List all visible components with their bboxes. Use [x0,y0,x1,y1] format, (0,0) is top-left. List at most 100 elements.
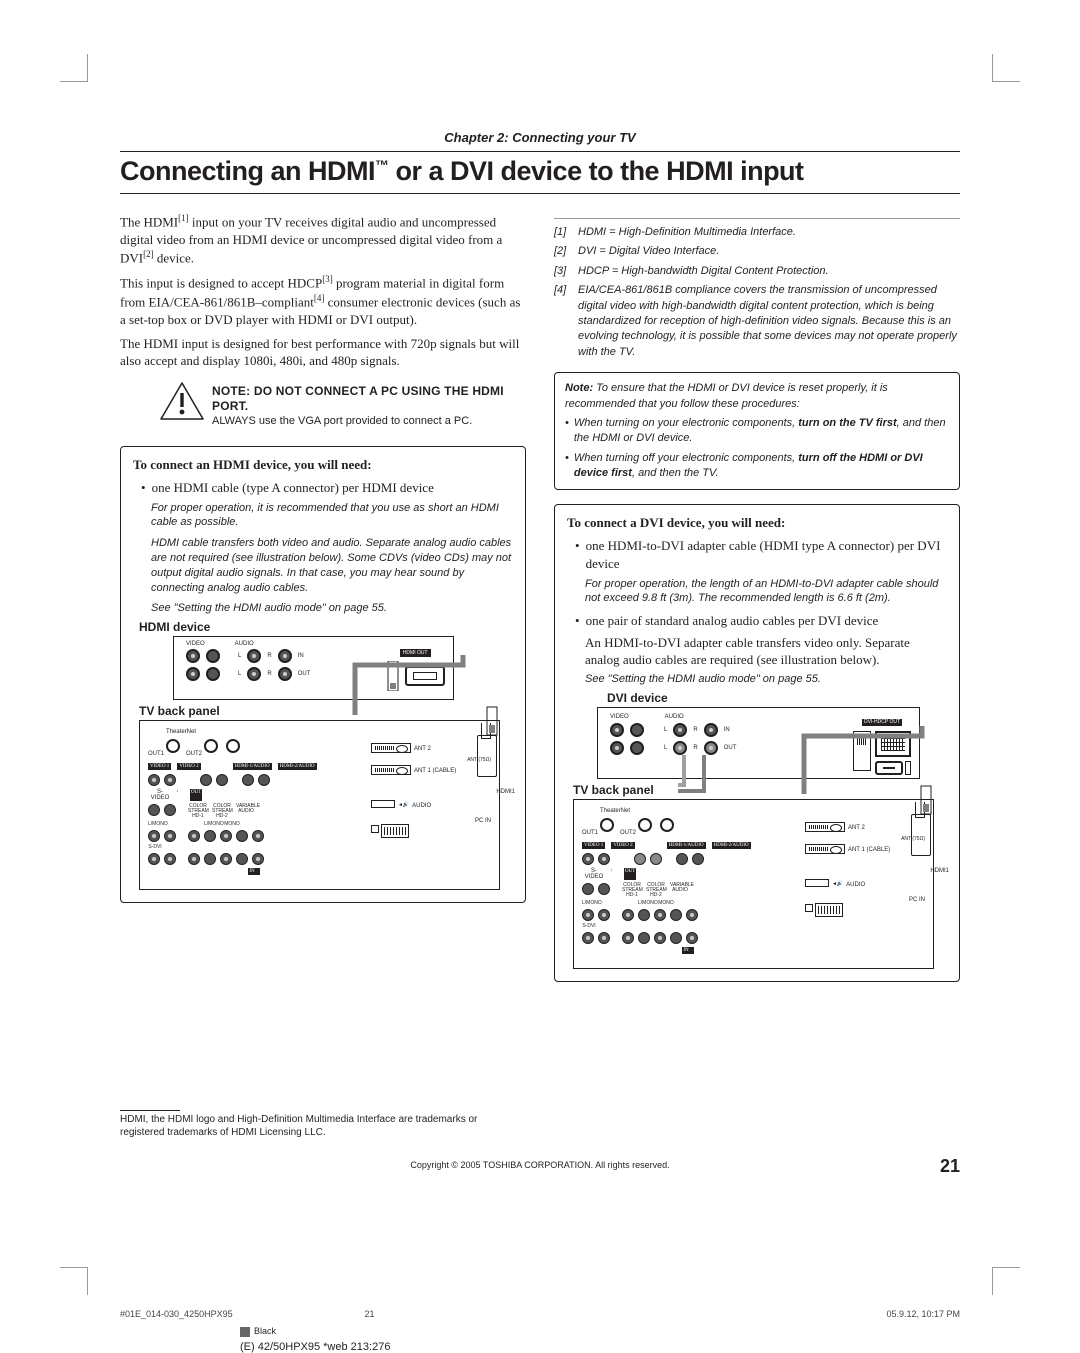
ant-slot [805,844,845,854]
rca-port-audio [704,741,718,755]
ant-slot [371,743,411,753]
warning-sub: ALWAYS use the VGA port provided to conn… [212,414,526,428]
rca-port [686,909,698,921]
rca-port [148,830,160,842]
rca-port [654,909,666,921]
rca-port [220,853,232,865]
rca-port [630,741,644,755]
crop-mark [992,1267,1020,1295]
rca-port [164,853,176,865]
rca-port [216,774,228,786]
rca-port [164,804,176,816]
rca-port [204,830,216,842]
hdmi-cable-line [345,655,475,721]
rca-port-audio [650,853,662,865]
rca-port [148,774,160,786]
rca-port [186,667,200,681]
note-italic: For proper operation, the length of an H… [585,577,947,607]
rca-port [236,853,248,865]
rca-port [148,853,160,865]
rca-port [686,932,698,944]
bullet: •one HDMI cable (type A connector) per H… [141,479,513,497]
dvi-connect-box: To connect a DVI device, you will need: … [554,504,960,981]
rca-port [610,723,624,737]
tv-back-panel-dvi: TheaterNet OUT1 OUT2 VIDEO 1 VIDEO 2 HDM… [573,799,934,969]
rca-port [704,723,718,737]
rca-port-audio [634,853,646,865]
hdmi-device-label: HDMI device [139,620,513,634]
audio-jack [371,800,395,808]
knob [600,818,614,832]
title-post: or a DVI device to the HDMI input [389,156,804,186]
rca-port [247,667,261,681]
crop-mark [992,54,1020,82]
knob [226,739,240,753]
footnotes: [1]HDMI = High-Definition Multimedia Int… [554,212,960,360]
rca-port [582,883,594,895]
hdmi-dvi-cable-line [794,726,934,800]
note-italic: HDMI cable transfers both video and audi… [151,536,513,595]
hdmi-box-heading: To connect an HDMI device, you will need… [133,457,513,473]
chapter-header: Chapter 2: Connecting your TV [120,130,960,145]
rca-port [247,649,261,663]
rca-port [673,723,687,737]
footer-file: #01E_014-030_4250HPX95 [120,1309,233,1319]
hdmi-side-port [911,814,931,856]
tm-mark: ™ [375,157,389,173]
footer-page: 21 [365,1309,375,1319]
warning-heading: NOTE: DO NOT CONNECT A PC USING THE HDMI… [212,384,526,414]
rca-port [598,853,610,865]
rca-port [186,649,200,663]
tv-back-panel: TheaterNet OUT1 OUT2 VIDEO 1 VIDEO 2 HDM… [139,720,500,890]
title-pre: Connecting an HDMI [120,156,375,186]
rca-port [598,883,610,895]
reset-note-box: Note: To ensure that the HDMI or DVI dev… [554,372,960,490]
rca-port [188,830,200,842]
rca-port [692,853,704,865]
rca-port [582,909,594,921]
rca-port [582,853,594,865]
rca-port [242,774,254,786]
rca-port [236,830,248,842]
dvi-box-heading: To connect a DVI device, you will need: [567,515,947,531]
rca-port [164,830,176,842]
crop-mark [60,1267,88,1295]
hdmi-side-port [477,735,497,777]
rca-port [610,741,624,755]
edition-code: (E) 42/50HPX95 *web 213:276 [240,1341,390,1353]
rca-port [252,830,264,842]
crop-mark [60,54,88,82]
rca-port [200,774,212,786]
page-number: 21 [940,1156,960,1177]
rca-port [278,667,292,681]
rca-port [220,830,232,842]
rca-port [188,853,200,865]
warning-note: NOTE: DO NOT CONNECT A PC USING THE HDMI… [160,384,526,428]
rca-port [598,932,610,944]
rca-port [670,909,682,921]
warning-icon [160,382,204,420]
rca-port [654,932,666,944]
rca-port [206,667,220,681]
rca-port [638,909,650,921]
right-column: [1]HDMI = High-Definition Multimedia Int… [554,212,960,996]
rca-port [258,774,270,786]
note-italic: For proper operation, it is recommended … [151,501,513,531]
para-2: This input is designed to accept HDCP[3]… [120,273,526,328]
knob [638,818,652,832]
trademark-note: HDMI, the HDMI logo and High-Definition … [120,1110,523,1139]
rca-port [204,853,216,865]
knob [660,818,674,832]
hdmi-cable-icon [483,705,501,737]
see-ref: See "Setting the HDMI audio mode" on pag… [585,673,947,685]
rca-port [164,774,176,786]
rca-port [622,932,634,944]
rca-port [252,853,264,865]
page-content: Chapter 2: Connecting your TV Connecting… [120,130,960,996]
rca-port [630,723,644,737]
left-column: The HDMI[1] input on your TV receives di… [120,212,526,996]
para-1: The HDMI[1] input on your TV receives di… [120,212,526,267]
rca-port [598,909,610,921]
knob [166,739,180,753]
bullet: •one pair of standard analog audio cable… [575,612,947,630]
